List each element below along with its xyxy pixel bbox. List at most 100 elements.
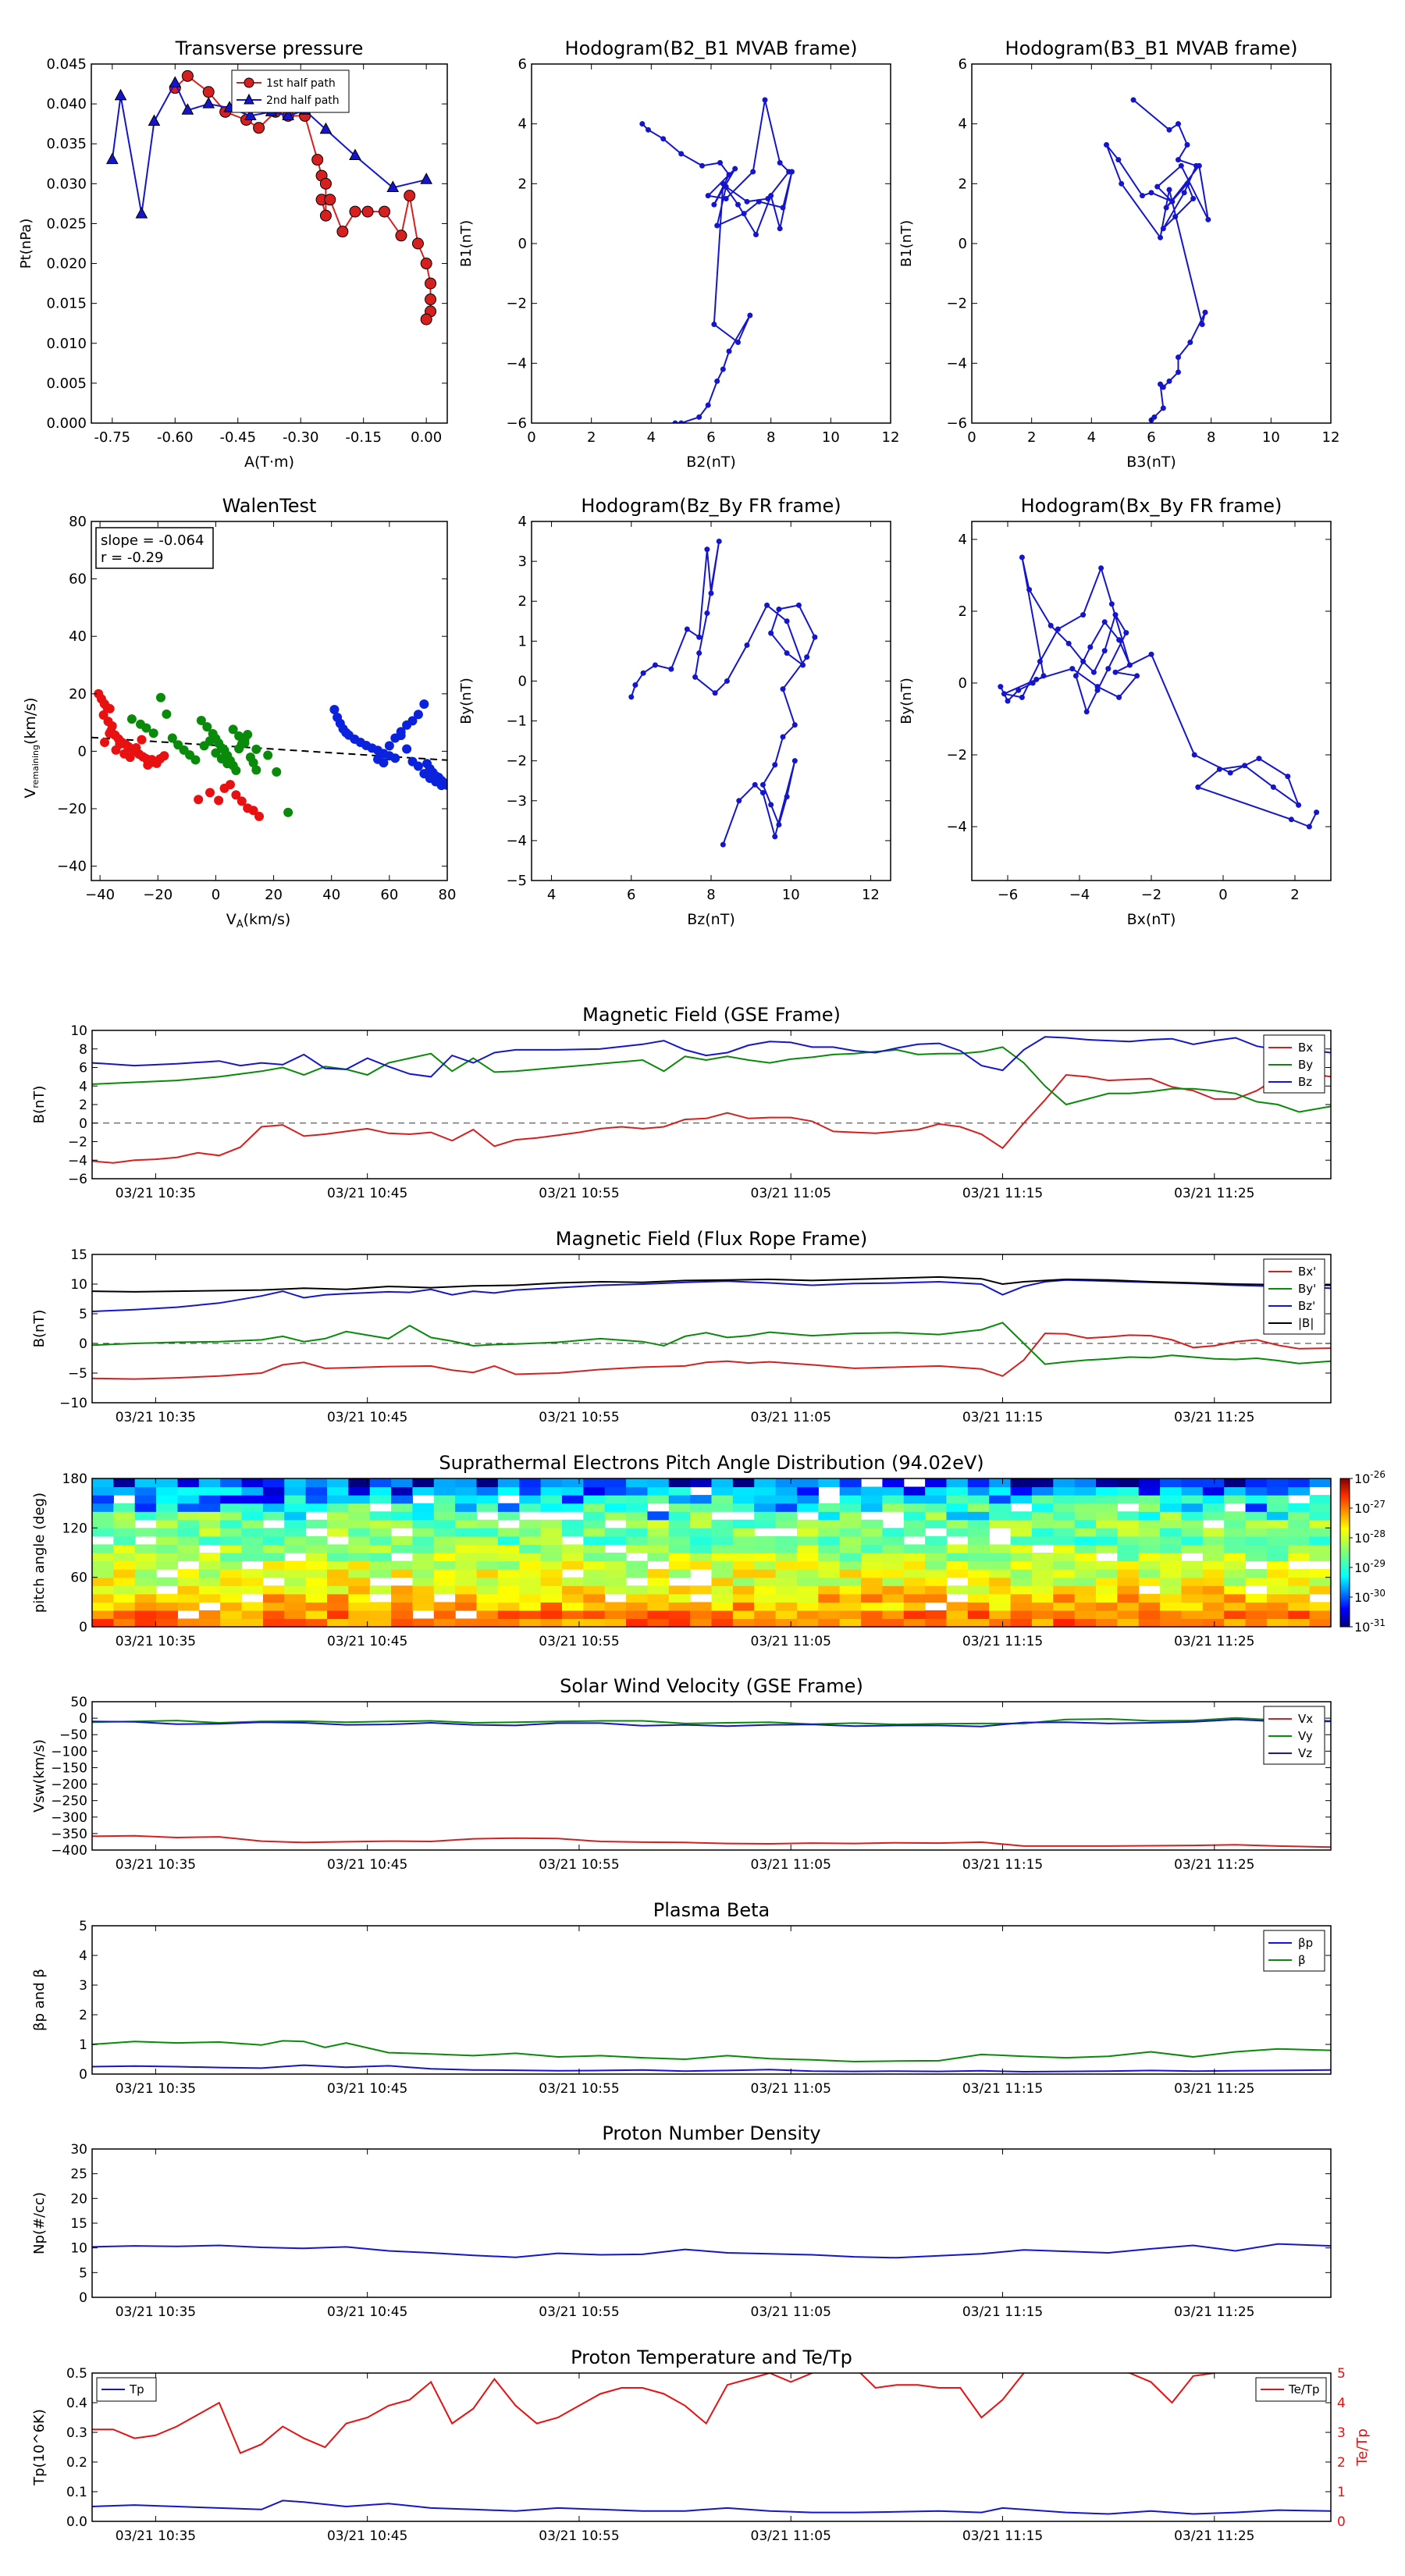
heatmap-cell <box>1245 1553 1268 1562</box>
heatmap-cell <box>1309 1528 1331 1537</box>
data-point <box>254 811 265 821</box>
data-point <box>712 690 718 696</box>
heatmap-cell <box>796 1486 819 1496</box>
heatmap-cell <box>540 1560 563 1570</box>
chart-title: Proton Number Density <box>602 2122 820 2144</box>
heatmap-cell <box>92 1585 114 1595</box>
heatmap-cell <box>391 1478 414 1488</box>
heatmap-cell <box>882 1553 905 1562</box>
heatmap-cell <box>369 1585 392 1595</box>
heatmap-cell <box>412 1511 435 1521</box>
heatmap-cell <box>903 1577 926 1586</box>
data-point <box>1090 669 1097 675</box>
annotation-box <box>95 527 214 569</box>
x-axis-label: Bz(nT) <box>687 911 735 928</box>
heatmap-cell <box>1160 1519 1183 1528</box>
heatmap-cell <box>668 1560 691 1570</box>
x-axis-label: A(T·m) <box>244 454 294 471</box>
y-tick-label: 20 <box>69 686 87 703</box>
heatmap-cell <box>369 1511 392 1521</box>
data-point <box>812 634 818 640</box>
data-point <box>705 402 711 408</box>
x-tick-label: 03/21 10:45 <box>327 1410 407 1425</box>
heatmap-cell <box>177 1569 200 1578</box>
x-tick-label: 03/21 11:15 <box>962 1410 1043 1425</box>
heatmap-cell <box>348 1585 371 1595</box>
y-tick-label: −6 <box>68 1172 87 1187</box>
y-tick-label: 50 <box>70 1695 87 1710</box>
chart-hodogram-b3-b1: Hodogram(B3_B1 MVAB frame) −6 −4 −2 0 2 4 6 0 2 4 6… <box>898 37 1339 471</box>
heatmap-cell <box>732 1602 755 1611</box>
chart-title: Suprathermal Electrons Pitch Angle Distr… <box>439 1452 984 1474</box>
heatmap-cell <box>861 1585 883 1595</box>
heatmap-cell <box>156 1560 179 1570</box>
data-point <box>750 169 756 175</box>
data-point <box>1288 817 1294 823</box>
heatmap-cell <box>284 1495 307 1504</box>
heatmap-cell <box>305 1618 328 1627</box>
data-point <box>1094 684 1101 690</box>
heatmap-cell <box>455 1511 478 1521</box>
heatmap-cell <box>198 1553 221 1562</box>
heatmap-cell <box>1224 1519 1247 1528</box>
heatmap-cell <box>647 1585 670 1595</box>
series-s1-line <box>92 2040 1331 2063</box>
heatmap-cell <box>412 1519 435 1528</box>
plot-area <box>639 97 795 423</box>
heatmap-cell <box>1266 1618 1289 1627</box>
heatmap-cell <box>1031 1495 1054 1504</box>
x-tick-label: 03/21 11:05 <box>751 1634 831 1649</box>
heatmap-cell <box>391 1503 414 1512</box>
heatmap-cell <box>241 1519 264 1528</box>
heatmap-cell <box>1288 1486 1311 1496</box>
heatmap-cell <box>583 1535 606 1546</box>
heatmap-cell <box>369 1486 392 1496</box>
heatmap-cell <box>177 1478 200 1488</box>
heatmap-cell <box>284 1528 307 1537</box>
y-tick-label: 15 <box>70 1247 87 1263</box>
heatmap-cell <box>1245 1593 1268 1603</box>
heatmap-cell <box>882 1495 905 1504</box>
heatmap-cell <box>604 1560 627 1570</box>
data-point <box>1163 205 1169 211</box>
data-point <box>1205 216 1211 222</box>
heatmap-cell <box>262 1553 285 1562</box>
y-tick-label: −2 <box>506 753 527 770</box>
y-tick-label: −200 <box>51 1777 87 1793</box>
heatmap-cell <box>134 1577 157 1586</box>
heatmap-cell <box>177 1503 200 1512</box>
heatmap-cell <box>1010 1519 1033 1528</box>
data-point <box>646 126 651 133</box>
heatmap-cell <box>839 1544 862 1553</box>
data-point <box>231 790 241 800</box>
heatmap-cell <box>241 1503 264 1512</box>
heatmap-cell <box>220 1553 243 1562</box>
plot-area <box>92 2243 1331 2259</box>
heatmap-cell <box>626 1602 649 1611</box>
heatmap-cell <box>433 1618 456 1627</box>
data-point <box>253 122 265 134</box>
heatmap-cell <box>1202 1535 1225 1546</box>
heatmap-cell <box>561 1528 584 1537</box>
heatmap-cell <box>647 1535 670 1546</box>
data-point <box>384 741 394 751</box>
heatmap-cell <box>647 1610 670 1620</box>
y-tick-label: 0 <box>79 1620 87 1635</box>
heatmap-cell <box>626 1478 649 1488</box>
data-point <box>319 122 333 134</box>
heatmap-cell <box>1117 1511 1140 1521</box>
heatmap-cell <box>348 1593 371 1603</box>
x-axis-label: VA(km/s) <box>226 911 291 930</box>
heatmap-cell <box>818 1602 841 1611</box>
series-Vy-line <box>92 1717 1331 1726</box>
heatmap-cell <box>732 1519 755 1528</box>
data-point <box>251 744 261 754</box>
heatmap-cell <box>626 1560 649 1570</box>
y-tick-label: 2 <box>959 603 967 620</box>
y-tick-label: −400 <box>51 1843 87 1859</box>
data-point <box>714 222 720 229</box>
heatmap-cell <box>989 1610 1012 1620</box>
heatmap-cell <box>220 1519 243 1528</box>
legend-label: Te/Tp <box>1288 2382 1320 2396</box>
